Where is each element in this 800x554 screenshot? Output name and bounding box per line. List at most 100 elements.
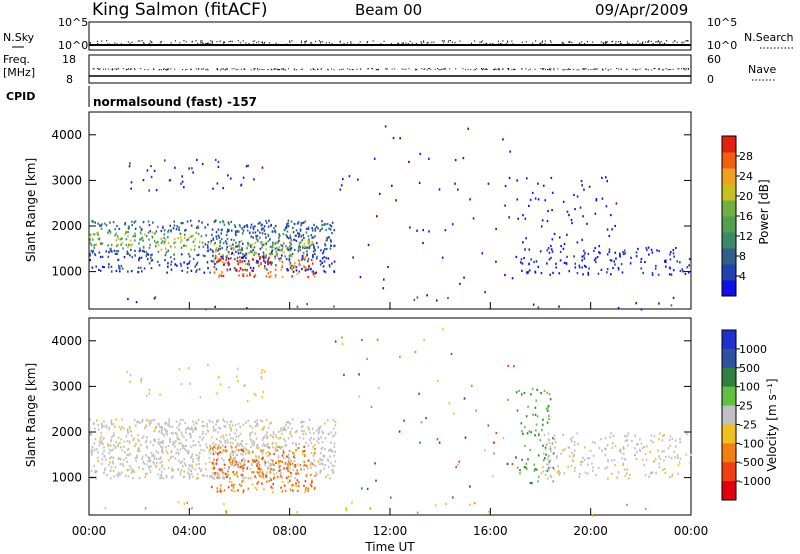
range-cell	[288, 257, 291, 260]
nsky-point	[216, 41, 218, 43]
range-cell	[194, 238, 197, 241]
nsky-point	[525, 41, 527, 43]
range-cell	[576, 195, 579, 198]
range-cell	[550, 244, 552, 248]
range-cell	[275, 461, 277, 464]
range-cell	[241, 480, 243, 483]
range-cell	[90, 249, 93, 252]
range-cell	[295, 229, 298, 232]
range-cell	[242, 477, 245, 480]
range-cell	[325, 247, 328, 251]
nsky-point	[252, 43, 254, 45]
range-cell	[581, 266, 583, 269]
range-cell	[129, 426, 131, 430]
range-cell	[234, 232, 237, 236]
range-cell	[613, 458, 616, 462]
nsky-point	[350, 42, 352, 44]
range-cell	[179, 418, 182, 421]
range-cell	[286, 421, 288, 424]
range-cell	[191, 455, 193, 458]
range-cell	[138, 259, 140, 262]
range-cell	[320, 459, 322, 462]
range-cell	[194, 265, 196, 268]
range-cell	[110, 456, 113, 459]
range-cell	[195, 421, 197, 424]
range-cell	[311, 270, 314, 273]
range-cell	[101, 242, 104, 245]
range-cell	[453, 412, 455, 415]
range-cell	[183, 435, 185, 439]
nave-point	[508, 69, 510, 71]
range-cell	[290, 475, 293, 478]
range-cell	[144, 473, 147, 476]
range-cell	[595, 198, 598, 201]
range-cell	[192, 240, 195, 243]
range-cell	[116, 224, 118, 228]
range-cell	[166, 433, 168, 436]
range-cell	[319, 259, 322, 263]
date-title: 09/Apr/2009	[595, 1, 688, 19]
range-cell	[260, 371, 263, 374]
range-cell	[475, 409, 478, 412]
range-cell	[259, 471, 261, 474]
range-cell	[298, 481, 300, 484]
range-cell	[238, 248, 241, 251]
range-cell	[236, 259, 239, 263]
range-cell	[127, 297, 129, 301]
range-cell	[223, 489, 226, 492]
range-cell	[287, 469, 290, 473]
range-cell	[123, 440, 126, 443]
range-cell	[252, 248, 254, 252]
range-cell	[234, 456, 236, 459]
range-cell	[278, 446, 281, 449]
range-cell	[230, 427, 233, 431]
range-cell	[279, 468, 282, 471]
range-cell	[247, 262, 249, 266]
range-cell	[250, 235, 253, 238]
range-cell	[273, 476, 276, 479]
range-cell	[195, 270, 197, 273]
nave-point	[662, 69, 664, 71]
nsky-point	[340, 43, 342, 45]
nave-point	[502, 68, 504, 70]
range-cell	[458, 460, 461, 463]
range-cell	[108, 251, 110, 254]
range-cell	[614, 224, 616, 228]
range-cell	[543, 389, 546, 393]
range-cell	[651, 273, 654, 277]
range-cell	[540, 272, 543, 275]
nsky-point	[550, 41, 552, 43]
range-cell	[180, 264, 183, 267]
range-cell	[290, 427, 293, 430]
range-cell	[517, 217, 519, 220]
range-cell	[251, 441, 254, 444]
range-cell	[259, 475, 261, 478]
nsky-point	[657, 40, 659, 42]
range-cell	[326, 237, 328, 240]
nave-point	[592, 68, 594, 70]
range-cell	[644, 453, 647, 456]
nave-point	[568, 68, 570, 70]
range-cell	[324, 271, 327, 274]
range-cell	[208, 450, 211, 453]
range-cell	[303, 430, 305, 433]
power-y-axis-label: Slant Range [km]	[24, 158, 38, 262]
range-cell	[215, 462, 218, 465]
range-cell	[273, 463, 275, 466]
range-cell	[238, 230, 240, 233]
range-cell	[537, 265, 540, 268]
nsky-point	[336, 43, 338, 46]
range-cell	[107, 444, 110, 448]
range-cell	[294, 238, 296, 241]
range-cell	[148, 189, 151, 192]
range-cell	[132, 470, 135, 473]
range-cell	[131, 477, 134, 480]
range-cell	[236, 475, 239, 478]
range-cell	[511, 462, 514, 466]
range-cell	[135, 301, 138, 304]
range-cell	[548, 258, 551, 261]
range-cell	[672, 252, 675, 255]
range-cell	[313, 486, 316, 489]
range-cell	[138, 421, 141, 424]
range-cell	[196, 477, 198, 480]
